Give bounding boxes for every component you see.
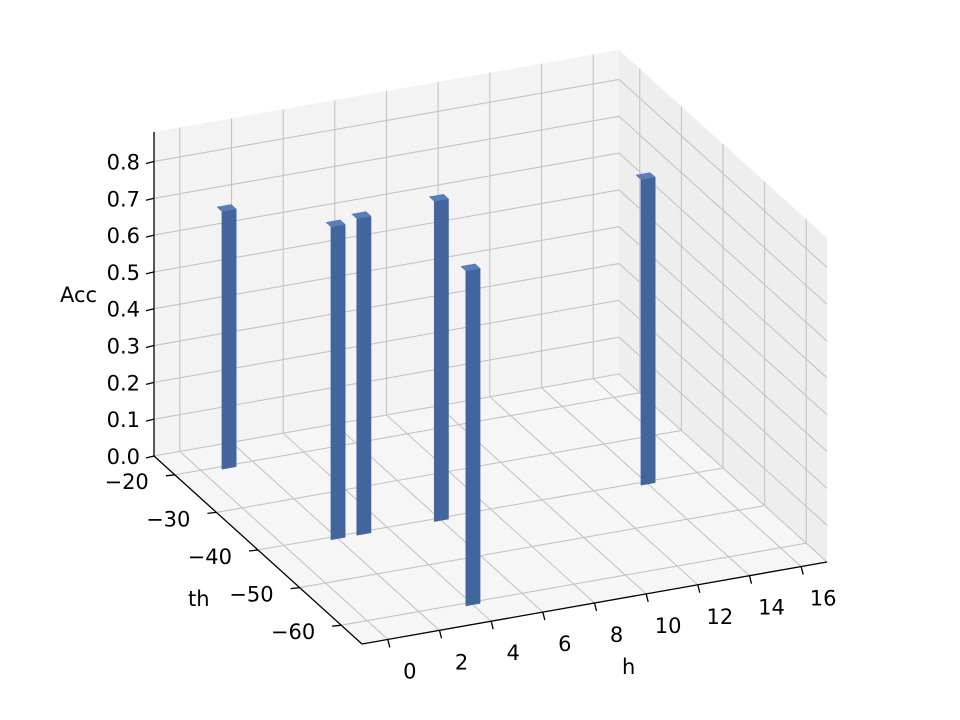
- x-tick: [490, 621, 494, 630]
- z-tick: [145, 308, 155, 312]
- y-tick-label: −50: [229, 583, 273, 607]
- bar-front: [465, 268, 481, 607]
- bar: [351, 211, 372, 536]
- grid-line-acc: [153, 115, 620, 199]
- z-tick-label: 0.1: [107, 408, 140, 432]
- x-tick: [593, 602, 598, 612]
- z-tick-label: 0.5: [107, 261, 140, 285]
- grid-line-acc: [618, 79, 828, 268]
- x-tick: [748, 575, 753, 584]
- grid-line-acc: [618, 115, 828, 305]
- bar-front: [640, 176, 656, 486]
- y-tick: [332, 624, 342, 627]
- bar-front: [433, 198, 449, 522]
- x-tick-label: 0: [403, 659, 416, 683]
- bar-front: [330, 224, 346, 541]
- z-tick: [145, 160, 155, 165]
- y-tick-label: −40: [188, 545, 232, 569]
- bar-top: [460, 263, 481, 272]
- bar-front: [356, 215, 372, 536]
- chart-labels: h th Acc: [60, 283, 635, 679]
- z-tick-label: 0.0: [107, 445, 140, 469]
- z-tick-label: 0.7: [107, 187, 140, 211]
- bar: [325, 219, 346, 541]
- x-tick-label: 6: [558, 632, 571, 656]
- chart-axes: 0 2 4 6 8 10 12 14 16 −20 −30 −40 −50 −60 0.0 0.1 0.2 0.3…: [104, 132, 837, 683]
- y-tick-label: −30: [146, 507, 190, 531]
- bar: [216, 203, 237, 470]
- x-tick: [800, 566, 804, 575]
- z-tick: [145, 234, 155, 238]
- x-tick-label: 8: [610, 623, 623, 647]
- z-tick-label: 0.2: [107, 371, 140, 395]
- chart-bars: [216, 172, 656, 607]
- bar-top: [635, 172, 656, 180]
- z-tick-label: 0.3: [107, 335, 140, 359]
- z-axis-label: Acc: [60, 283, 97, 307]
- x-tick: [438, 630, 443, 639]
- z-tick: [145, 455, 155, 459]
- x-tick-label: 2: [455, 650, 468, 674]
- bar-top: [216, 204, 237, 212]
- x-tick: [387, 639, 391, 648]
- bar-front: [221, 208, 237, 470]
- bar-top: [351, 211, 372, 219]
- y-tick-label: −60: [271, 620, 315, 644]
- grid-line-th: [174, 392, 640, 476]
- z-tick: [145, 381, 155, 385]
- x-tick-label: 14: [758, 596, 785, 620]
- y-tick: [165, 474, 175, 477]
- bar-top: [428, 194, 449, 202]
- z-tick: [145, 344, 155, 349]
- grid-line-th: [216, 429, 682, 513]
- x-tick: [645, 593, 649, 603]
- z-tick: [145, 418, 155, 422]
- bar: [635, 172, 656, 486]
- z-tick-label: 0.4: [107, 298, 140, 322]
- x-tick-label: 4: [506, 641, 519, 665]
- x-axis-label: h: [622, 655, 635, 679]
- z-tick: [145, 271, 155, 275]
- x-tick-label: 10: [655, 614, 682, 638]
- grid-line-th: [341, 542, 807, 626]
- bar-top: [325, 219, 346, 228]
- y-tick: [207, 511, 217, 515]
- y-tick: [290, 586, 300, 590]
- z-tick-label: 0.6: [107, 224, 140, 248]
- y-tick: [248, 549, 259, 552]
- x-tick-label: 12: [706, 605, 733, 629]
- y-tick-label: −20: [104, 470, 148, 494]
- bar: [428, 193, 449, 522]
- y-axis-label: th: [188, 587, 210, 611]
- bar: [460, 263, 481, 607]
- grid-line-acc: [153, 78, 620, 162]
- x-tick: [697, 584, 701, 593]
- x-tick-label: 16: [810, 587, 837, 611]
- z-tick: [145, 197, 155, 201]
- grid-line-th: [299, 505, 765, 589]
- z-tick-label: 0.8: [107, 150, 140, 174]
- x-tick: [542, 611, 546, 621]
